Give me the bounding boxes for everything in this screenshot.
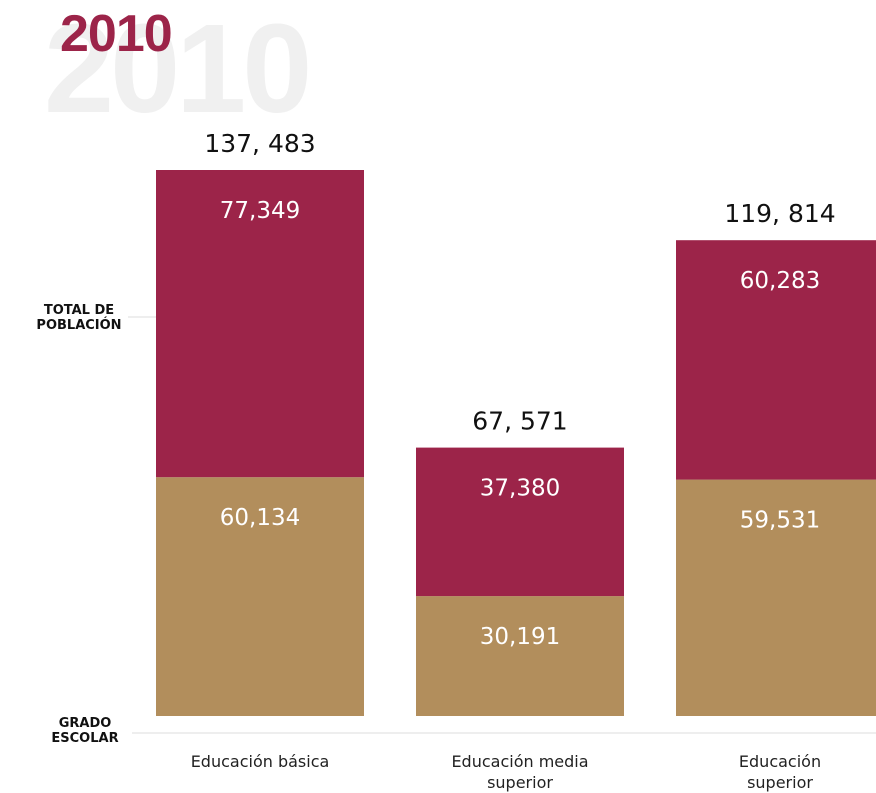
bar-total-label: 119, 814 (724, 199, 835, 228)
grado-label-line-1: GRADO (58, 716, 112, 731)
bar-segment-grado-escolar (416, 596, 624, 716)
category-label: Educación (739, 752, 821, 771)
bar-segment-value-label: 59,531 (740, 508, 820, 534)
category-label: Educación básica (191, 752, 330, 771)
grado-escolar-label: GRADO ESCOLAR (40, 716, 130, 746)
total-label-line-2: POBLACIÓN (36, 318, 122, 333)
category-label: superior (747, 773, 813, 792)
category-label: superior (487, 773, 553, 792)
bar-segment-grado-escolar (676, 479, 876, 716)
bars-group: 60,134 77,349 137, 483 Educación básica 30,1… (156, 129, 876, 792)
bar-segment-value-label: 37,380 (480, 476, 560, 502)
category-label: Educación media (451, 752, 588, 771)
bar-segment-value-label: 60,134 (220, 505, 300, 531)
bar-segment-total-poblacion (676, 240, 876, 480)
bar-segment-grado-escolar (156, 477, 364, 716)
bar-segment-value-label: 77,349 (220, 198, 300, 224)
total-label-line-1: TOTAL DE (43, 303, 115, 318)
total-poblacion-label: TOTAL DE POBLACIÓN (24, 303, 134, 333)
year-watermark: 2010 (44, 0, 312, 139)
bar-segment-value-label: 30,191 (480, 624, 560, 650)
bar-total-label: 67, 571 (472, 407, 567, 436)
grado-label-line-2: ESCOLAR (51, 731, 119, 746)
year-title: 2010 (60, 5, 173, 63)
bar-total-label: 137, 483 (204, 129, 315, 158)
bar-segment-total-poblacion (156, 170, 364, 478)
bar-segment-total-poblacion (416, 447, 624, 597)
bar-segment-value-label: 60,283 (740, 268, 820, 294)
